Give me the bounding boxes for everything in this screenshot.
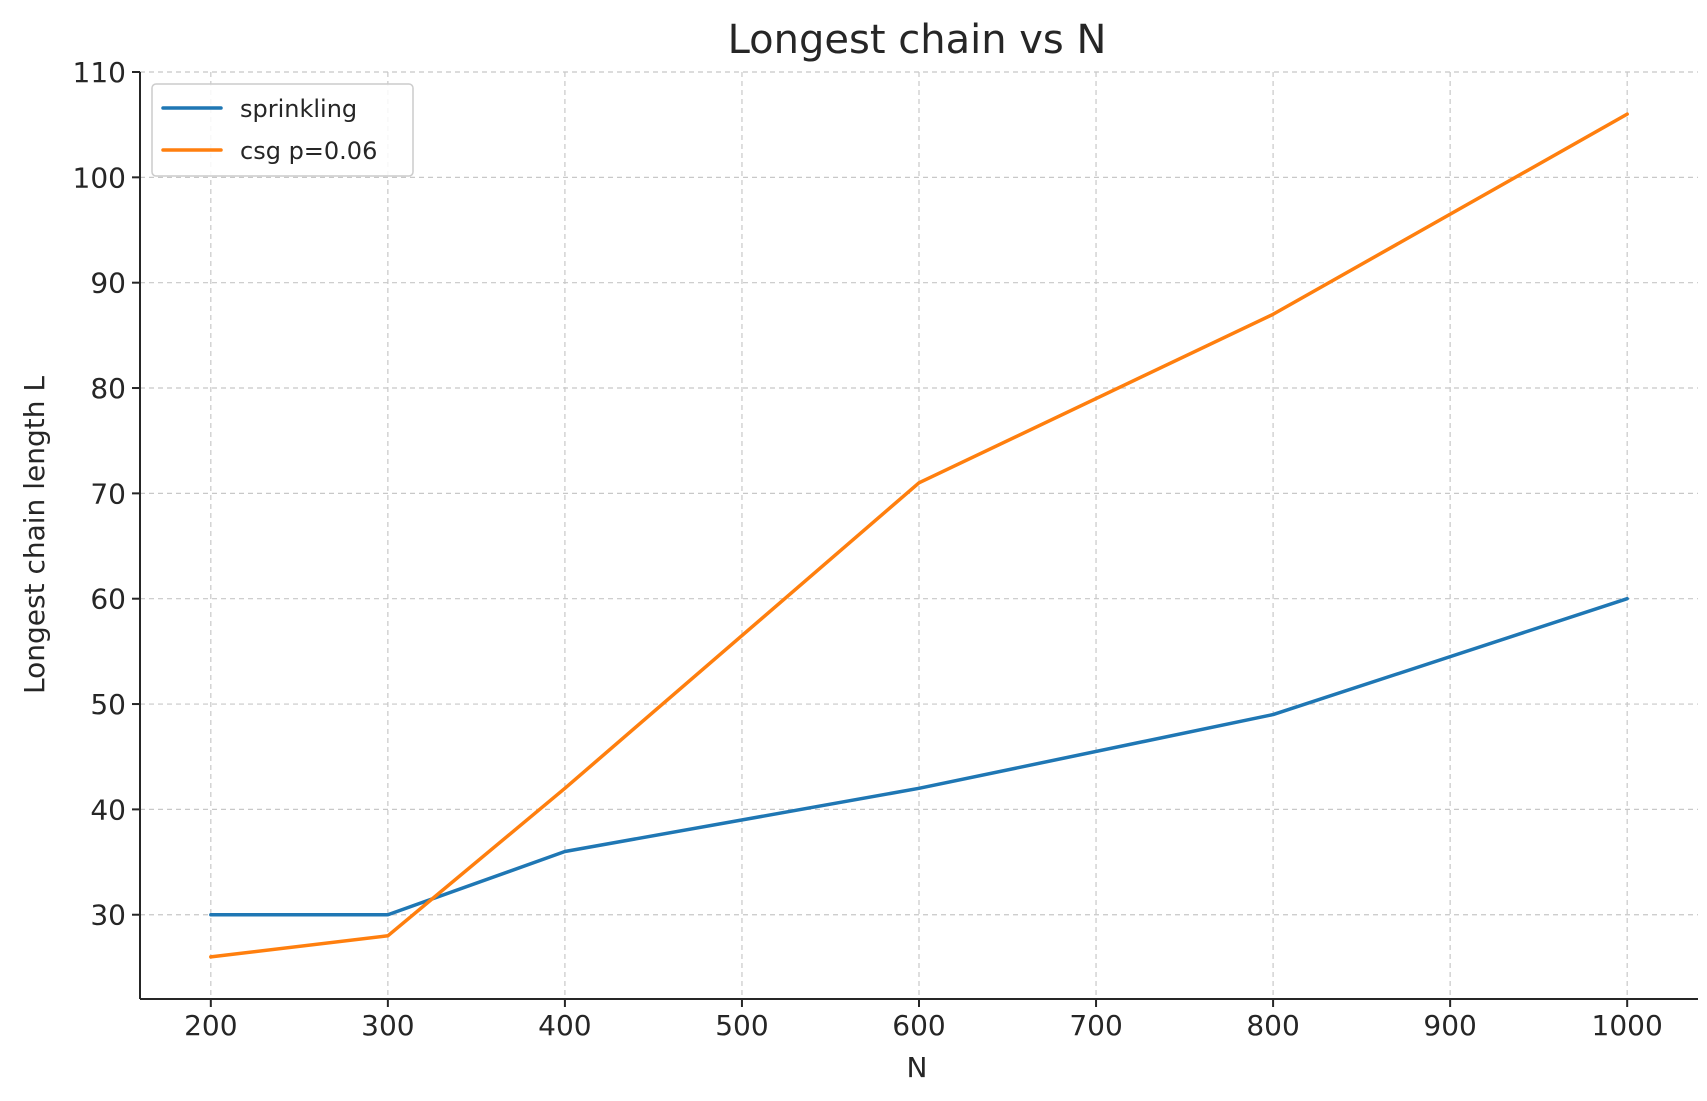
grid — [140, 71, 1698, 999]
x-axis-label: N — [907, 1051, 928, 1084]
x-tick-label: 500 — [715, 1009, 768, 1042]
y-axis-ticks: 30 40 50 60 70 80 90 100 110 — [73, 56, 140, 932]
x-tick-label: 400 — [538, 1009, 591, 1042]
x-axis-ticks: 200 300 400 500 600 700 800 900 1000 — [184, 999, 1663, 1042]
legend: sprinkling csg p=0.06 — [151, 83, 414, 177]
x-tick-label: 600 — [892, 1009, 945, 1042]
series-lines — [209, 112, 1629, 959]
y-tick-label: 50 — [90, 688, 126, 721]
y-axis-label: Longest chain length L — [18, 376, 51, 694]
y-tick-label: 90 — [90, 267, 126, 300]
x-tick-label: 300 — [361, 1009, 414, 1042]
series-line-sprinkling — [209, 596, 1629, 917]
x-tick-label: 200 — [184, 1009, 237, 1042]
y-tick-label: 30 — [90, 899, 126, 932]
x-tick-label: 1000 — [1592, 1009, 1663, 1042]
y-tick-label: 70 — [90, 477, 126, 510]
y-tick-label: 60 — [90, 583, 126, 616]
series-line-csg-p-0-06 — [209, 112, 1629, 959]
y-tick-label: 80 — [90, 372, 126, 405]
x-tick-label: 800 — [1246, 1009, 1299, 1042]
y-tick-label: 40 — [90, 793, 126, 826]
x-tick-label: 700 — [1069, 1009, 1122, 1042]
y-tick-label: 110 — [73, 56, 126, 89]
legend-label-csg: csg p=0.06 — [240, 137, 377, 165]
chart-title: Longest chain vs N — [728, 17, 1107, 63]
y-tick-label: 100 — [73, 161, 126, 194]
x-tick-label: 900 — [1423, 1009, 1476, 1042]
legend-label-sprinkling: sprinkling — [240, 95, 357, 123]
